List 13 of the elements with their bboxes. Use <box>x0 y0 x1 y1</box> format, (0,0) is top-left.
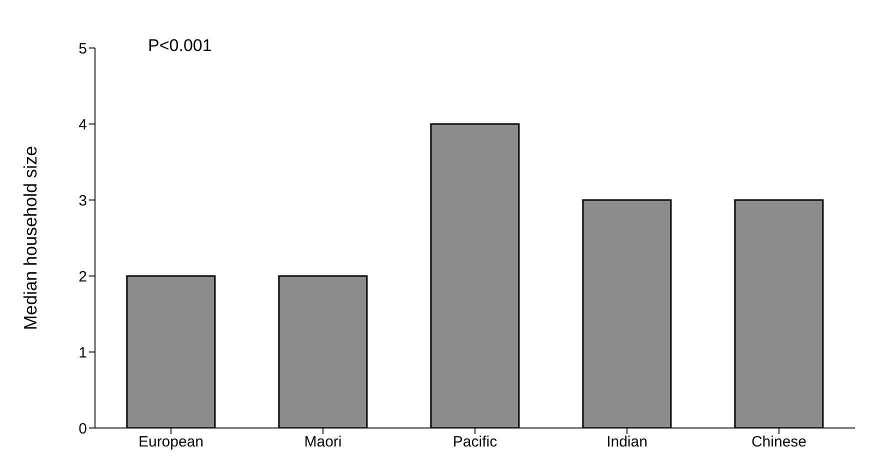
x-tick-label: European <box>138 434 204 451</box>
x-tick-label: Pacific <box>452 434 498 451</box>
y-tick-label: 0 <box>78 420 87 438</box>
annotation: P<0.001 <box>148 36 212 56</box>
y-tick-label: 5 <box>78 40 87 58</box>
x-tick-label: Chinese <box>751 434 807 451</box>
x-tick-label: Indian <box>606 434 648 451</box>
y-axis-title: Median household size <box>20 146 40 330</box>
x-tick-label: Maori <box>304 434 342 451</box>
y-tick-label: 2 <box>78 268 87 286</box>
y-tick-label: 1 <box>78 344 87 362</box>
y-tick-label: 4 <box>78 116 87 134</box>
y-tick-label: 3 <box>78 192 87 210</box>
